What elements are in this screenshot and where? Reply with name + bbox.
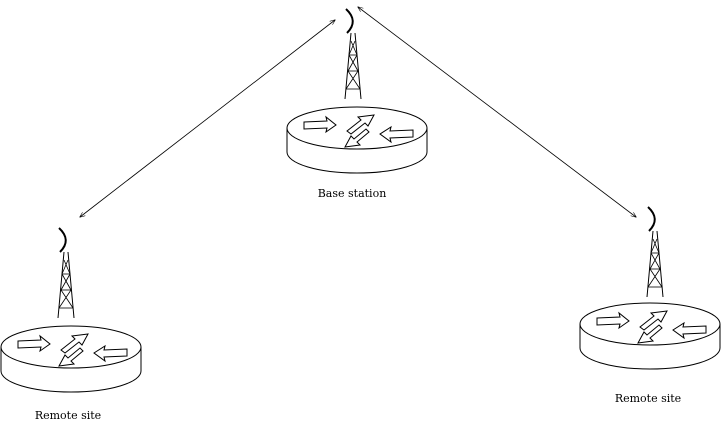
base-station-router-icon — [286, 106, 428, 174]
base-station-label: Base station — [317, 187, 387, 200]
remote-site-right-router-icon — [579, 302, 721, 370]
remote-site-left-tower-icon — [57, 227, 75, 319]
remote-site-right-label: Remote site — [614, 392, 682, 405]
remote-site-right-tower-icon — [646, 206, 664, 298]
base-station-tower-icon — [344, 8, 362, 100]
remote-site-left-label: Remote site — [34, 409, 102, 422]
remote-site-right-node — [579, 206, 721, 370]
remote-site-left-router-icon — [0, 325, 142, 393]
link-base-to-right — [358, 7, 636, 217]
remote-site-left-node — [0, 227, 142, 393]
link-base-to-left — [80, 20, 335, 217]
base-station-node — [286, 8, 428, 174]
